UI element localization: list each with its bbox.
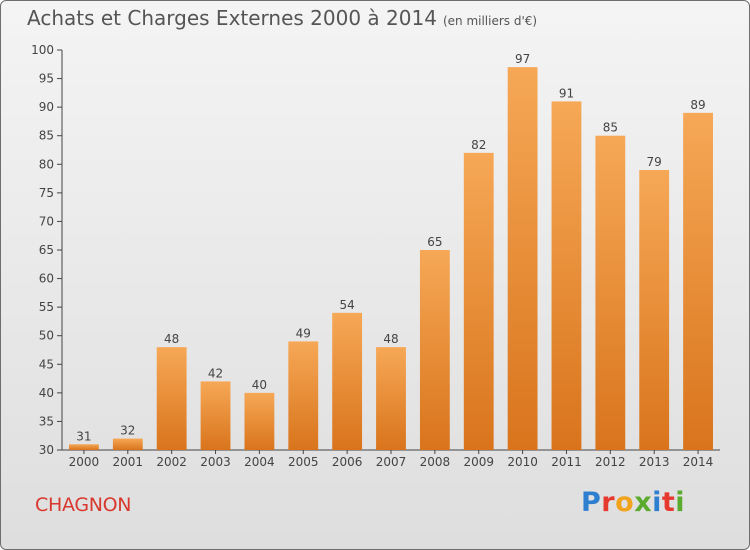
proxiti-logo[interactable]: Proxiti: [581, 487, 685, 518]
x-tick-label: 2000: [69, 455, 100, 469]
chart-labels: 31 2000 32 2001 48 2002 42 2003 40 2004 49 2005 54 20…: [69, 52, 714, 469]
y-tick-label: 65: [39, 243, 54, 257]
y-tick-label: 55: [39, 300, 54, 314]
x-tick-label: 2014: [683, 455, 714, 469]
bar-2011: [551, 101, 582, 450]
y-tick-label: 35: [39, 414, 54, 428]
x-tick-label: 2005: [288, 455, 319, 469]
y-tick-label: 70: [39, 214, 54, 228]
chart-subtitle: (en milliers d'€): [442, 14, 538, 28]
bar-value-label: 31: [76, 429, 91, 443]
logo-letter: i: [652, 487, 662, 518]
bar-2008: [419, 250, 450, 450]
bar-value-label: 49: [296, 326, 311, 340]
x-tick-label: 2012: [595, 455, 626, 469]
bar-2013: [639, 170, 670, 450]
y-tick-label: 40: [39, 386, 54, 400]
x-tick-label: 2008: [420, 455, 451, 469]
bar-value-label: 82: [471, 138, 486, 152]
bar-2005: [288, 341, 319, 450]
bar-2012: [595, 135, 626, 450]
logo-letter: P: [581, 487, 602, 518]
logo-letter: r: [601, 487, 616, 518]
y-tick-label: 90: [39, 100, 54, 114]
bar-2014: [683, 112, 713, 450]
bar-2001: [112, 438, 143, 450]
y-tick-label: 45: [39, 357, 54, 371]
x-tick-label: 2001: [113, 455, 144, 469]
bar-value-label: 89: [690, 98, 705, 112]
y-tick-label: 75: [39, 186, 54, 200]
bar-value-label: 65: [427, 235, 442, 249]
y-tick-label: 85: [39, 129, 54, 143]
bar-2002: [156, 347, 187, 450]
location-name: CHAGNON: [35, 494, 132, 516]
x-tick-label: 2013: [639, 455, 670, 469]
logo-letter: o: [615, 487, 635, 518]
bar-2007: [376, 347, 406, 450]
y-tick-label: 50: [39, 329, 54, 343]
bar-value-label: 79: [647, 155, 662, 169]
bar-2010: [507, 67, 538, 451]
chart-title: Achats et Charges Externes 2000 à 2014 (e…: [27, 6, 537, 30]
bar-value-label: 54: [339, 298, 354, 312]
bar-value-label: 48: [383, 332, 398, 346]
logo-letter: x: [634, 487, 653, 518]
logo-letter: t: [661, 487, 676, 518]
y-tick-label: 60: [39, 272, 54, 286]
x-tick-label: 2010: [507, 455, 538, 469]
bar-value-label: 32: [120, 424, 135, 438]
y-tick-label: 100: [31, 43, 54, 57]
x-tick-label: 2011: [551, 455, 582, 469]
x-tick-label: 2009: [463, 455, 494, 469]
y-tick-label: 95: [39, 72, 54, 86]
x-tick-label: 2004: [244, 455, 275, 469]
bar-value-label: 40: [252, 378, 267, 392]
y-tick-label: 80: [39, 157, 54, 171]
logo-letter: i: [675, 487, 686, 518]
bar-value-label: 42: [208, 366, 223, 380]
y-tick-label: 30: [39, 443, 54, 457]
x-tick-label: 2007: [376, 455, 407, 469]
x-tick-label: 2006: [332, 455, 363, 469]
chart-title-text: Achats et Charges Externes 2000 à 2014: [27, 6, 437, 30]
bar-2009: [463, 152, 494, 450]
bar-value-label: 85: [603, 121, 618, 135]
x-tick-label: 2003: [200, 455, 231, 469]
bar-2000: [69, 444, 99, 450]
x-tick-label: 2002: [156, 455, 187, 469]
chart-bars: [69, 67, 713, 451]
bar-value-label: 48: [164, 332, 179, 346]
bar-2004: [244, 392, 275, 450]
bar-2003: [200, 381, 231, 450]
bar-value-label: 91: [559, 86, 574, 100]
bar-2006: [332, 312, 363, 450]
bar-value-label: 97: [515, 52, 530, 66]
